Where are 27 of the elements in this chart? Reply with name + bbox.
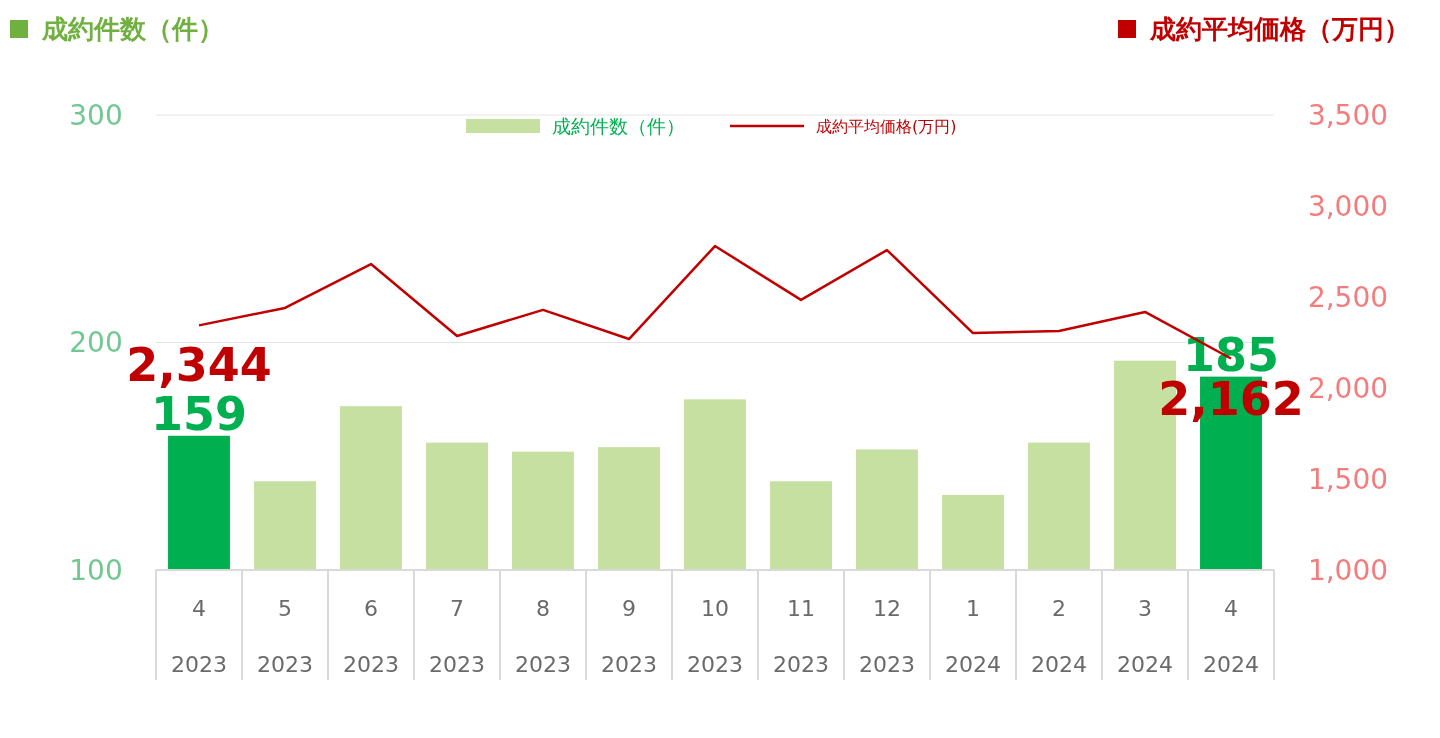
y2-tick-label: 3,500 <box>1307 98 1389 132</box>
y-tick-label: 300 <box>69 98 123 132</box>
category-label: 3 2024 <box>1117 596 1173 677</box>
legend-label: 成約件数（件） <box>552 114 685 137</box>
category-label: 11 2023 <box>773 596 829 677</box>
y-tick-label: 200 <box>69 326 123 360</box>
category-label: 4 2024 <box>1203 596 1259 677</box>
y2-tick-label: 2,500 <box>1307 280 1389 314</box>
category-label: 2 2024 <box>1031 596 1087 677</box>
category-label: 4 2023 <box>171 596 227 677</box>
category-label: 7 2023 <box>429 596 485 677</box>
y2-tick-label: 3,000 <box>1307 189 1389 223</box>
category-label: 8 2023 <box>515 596 571 677</box>
category-label: 12 2023 <box>859 596 915 677</box>
y2-axis-title: 成約平均価格（万円） <box>1149 14 1410 44</box>
category-label: 9 2023 <box>601 596 657 677</box>
y-tick-label: 100 <box>69 553 123 587</box>
y2-tick-label: 1,500 <box>1307 462 1389 496</box>
category-label: 6 2023 <box>343 596 399 677</box>
data-label: 2,344 <box>126 338 272 393</box>
category-label: 10 2023 <box>687 596 743 677</box>
category-label: 5 2023 <box>257 596 313 677</box>
y2-tick-label: 1,000 <box>1307 553 1389 587</box>
category-label: 1 2024 <box>945 596 1001 677</box>
legend-label: 成約平均価格(万円) <box>816 116 957 136</box>
y2-tick-label: 2,000 <box>1307 371 1389 405</box>
y-axis-title: 成約件数（件） <box>41 14 224 44</box>
